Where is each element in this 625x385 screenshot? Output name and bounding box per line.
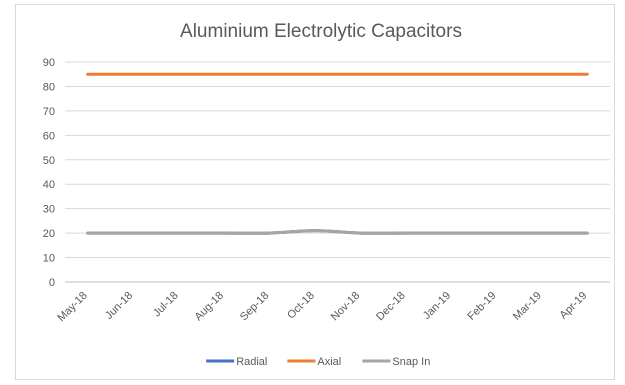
data-point-axial [177, 73, 180, 76]
x-tick-label: May-18 [55, 290, 89, 324]
data-point-axial [404, 73, 407, 76]
x-tick-label: Dec-18 [374, 290, 408, 324]
data-point-snap-in [177, 232, 180, 235]
x-tick-label: Oct-18 [285, 290, 317, 322]
x-tick-label: Jan-19 [421, 290, 453, 322]
y-tick-label: 60 [43, 130, 55, 142]
data-point-snap-in [132, 232, 135, 235]
x-tick-label: Aug-18 [193, 290, 227, 324]
data-point-axial [450, 73, 453, 76]
x-tick-label: Jul-18 [151, 290, 181, 320]
x-tick-label: Sep-18 [238, 290, 272, 324]
chart-title: Aluminium Electrolytic Capacitors [180, 21, 462, 42]
legend-label-axial: Axial [317, 356, 341, 368]
data-point-snap-in [404, 232, 407, 235]
y-tick-label: 50 [43, 155, 55, 167]
data-point-axial [132, 73, 135, 76]
y-tick-label: 40 [43, 179, 55, 191]
legend-label-snap-in: Snap In [392, 356, 430, 368]
data-point-snap-in [540, 232, 543, 235]
y-tick-label: 10 [43, 253, 55, 265]
data-point-snap-in [222, 232, 225, 235]
data-point-axial [268, 73, 271, 76]
data-point-snap-in [495, 232, 498, 235]
x-tick-label: Apr-19 [558, 290, 590, 322]
chart-frame [15, 4, 615, 380]
data-point-axial [359, 73, 362, 76]
data-point-axial [540, 73, 543, 76]
data-point-axial [222, 73, 225, 76]
data-point-snap-in [586, 232, 589, 235]
y-tick-label: 0 [49, 277, 55, 289]
series-line-snap-in [86, 229, 589, 235]
legend: Radial Axial Snap In [206, 356, 430, 368]
y-tick-label: 30 [43, 204, 55, 216]
data-point-axial [313, 73, 316, 76]
x-tick-label: Nov-18 [329, 290, 363, 324]
data-point-axial [586, 73, 589, 76]
series-layer [86, 72, 589, 235]
x-tick-label: Feb-19 [465, 290, 498, 323]
y-tick-label: 90 [43, 57, 55, 69]
data-point-snap-in [313, 229, 316, 232]
data-point-snap-in [86, 232, 89, 235]
legend-label-radial: Radial [236, 356, 267, 368]
axis-layer: 0 10 20 30 40 50 60 70 80 90 May-18 Jun-18 Jul-18 Aug… [43, 57, 590, 324]
data-point-axial [495, 73, 498, 76]
data-point-snap-in [268, 232, 271, 235]
data-point-axial [86, 73, 89, 76]
grid-layer [65, 61, 610, 283]
x-tick-label: Jun-18 [103, 290, 135, 322]
y-tick-label: 80 [43, 81, 55, 93]
y-tick-label: 20 [43, 228, 55, 240]
x-tick-label: Mar-19 [511, 290, 544, 323]
y-tick-label: 70 [43, 106, 55, 118]
data-point-snap-in [450, 232, 453, 235]
data-point-snap-in [359, 232, 362, 235]
